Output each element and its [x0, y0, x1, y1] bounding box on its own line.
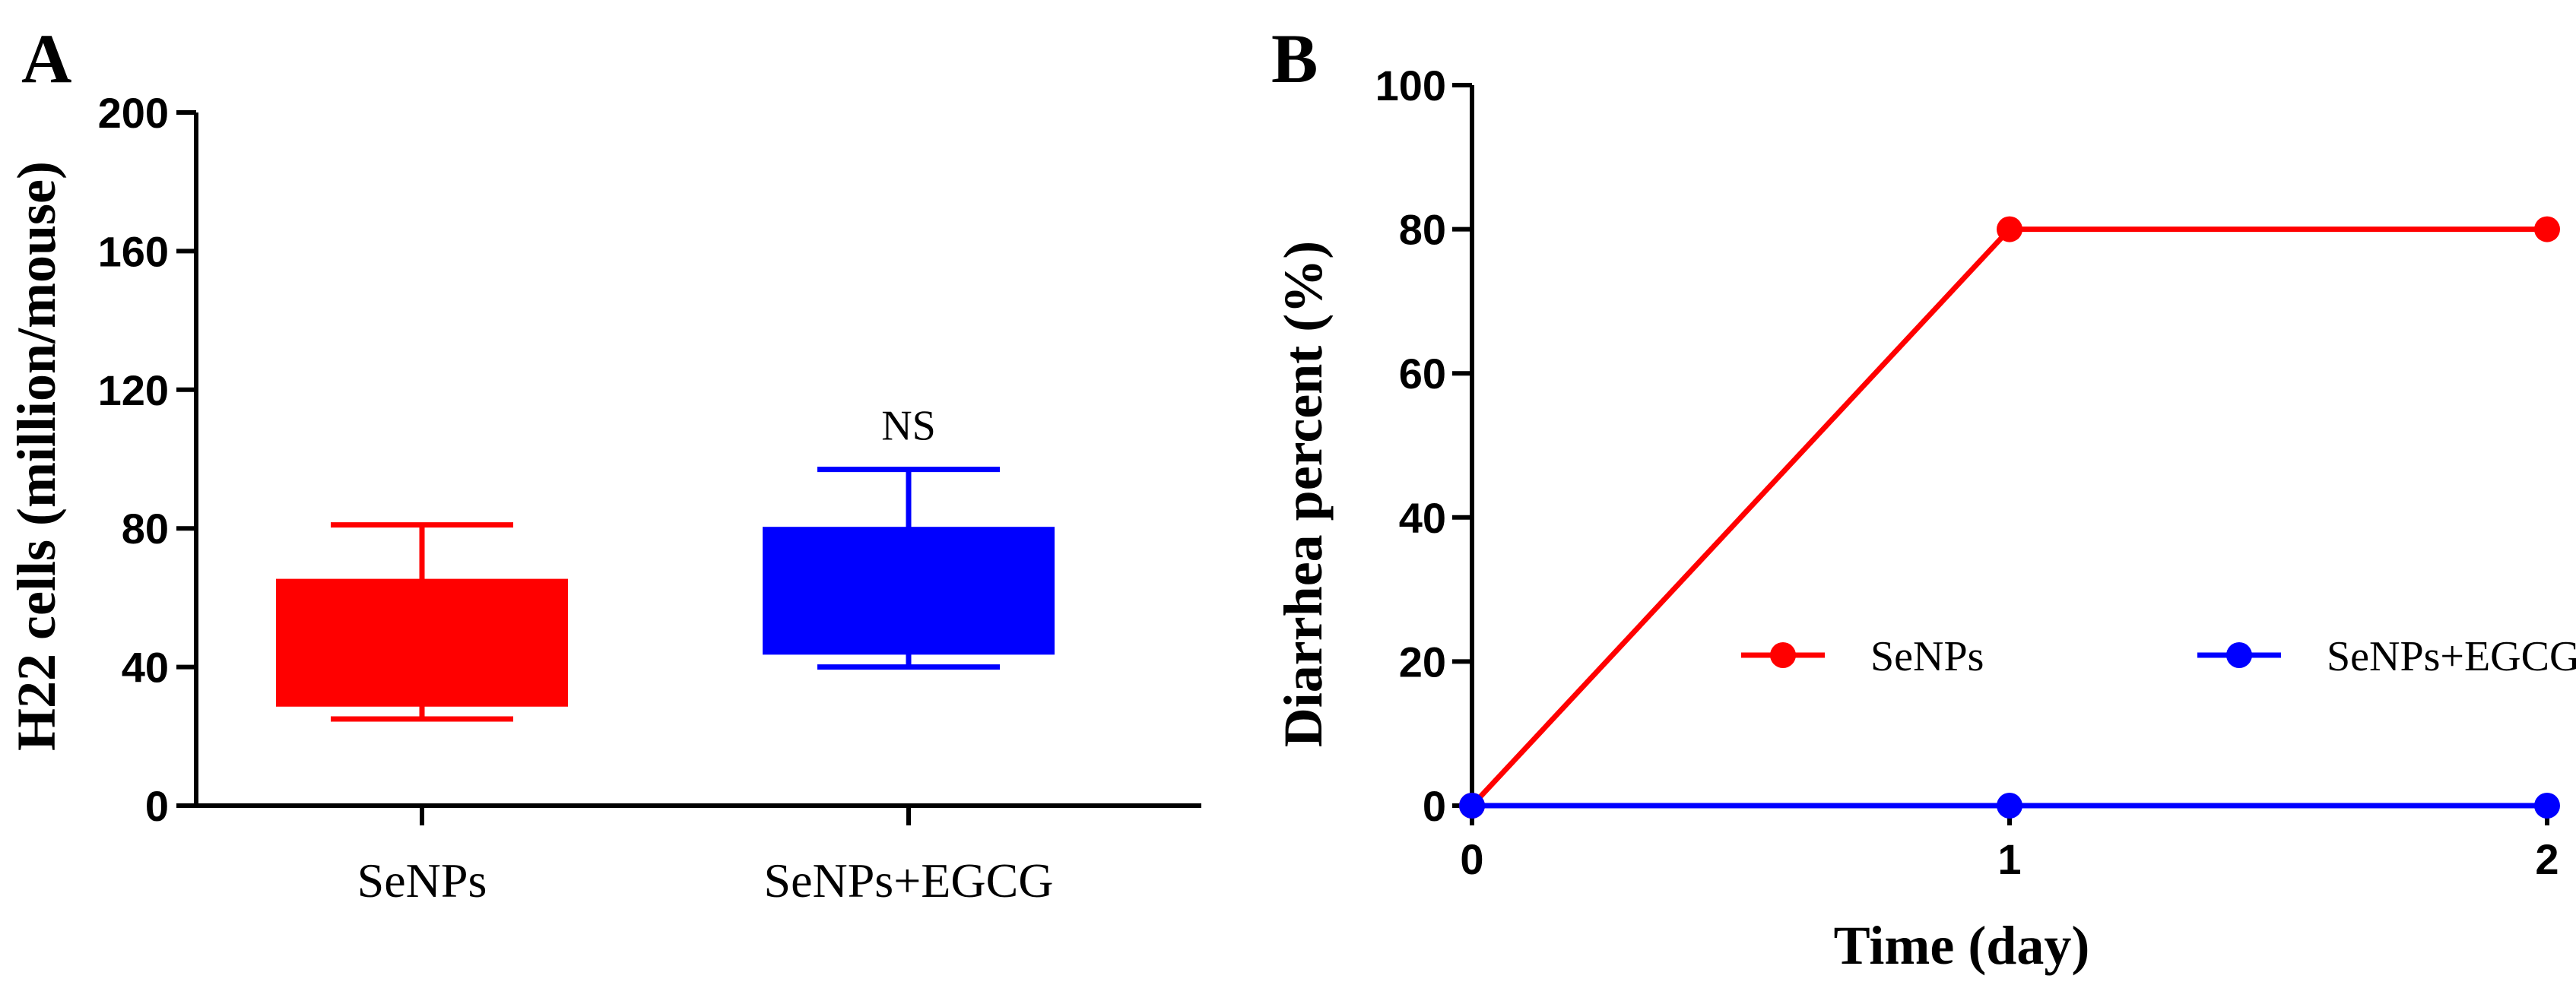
panel-a-y-tick-label: 160	[98, 227, 169, 275]
panel-a-y-tick-label: 40	[122, 644, 169, 692]
panel-b-x-axis-title: Time (day)	[1834, 915, 2090, 976]
panel-a-y-tick-label: 120	[98, 366, 169, 414]
panel-b-x-tick-label: 1	[1997, 835, 2021, 883]
panel-b-y-tick-label: 0	[1423, 782, 1446, 830]
panel-b-y-axis-title: Diarrhea percent (%)	[1273, 241, 1334, 747]
panel-b-y-tick-label: 80	[1399, 206, 1446, 254]
panel-b-series-senps-egcg	[1459, 793, 2560, 819]
panel-b-series-line	[1470, 226, 2547, 808]
panel-a-y-tick-label: 0	[145, 782, 169, 830]
panel-b-y-tick-label: 60	[1399, 350, 1446, 397]
panel-a-box-senps	[276, 522, 568, 722]
panel-b-data-point	[1997, 216, 2022, 242]
panel-a-y-axis-title: H22 cells (million/mouse)	[6, 161, 67, 751]
panel-b-legend-item: SeNPs	[1741, 633, 1984, 680]
panel-b-data-point	[2534, 216, 2560, 242]
panel-a-y-tick-label: 200	[98, 89, 169, 137]
box-iqr	[276, 578, 568, 707]
panel-a-significance-annotation: NS	[881, 402, 936, 449]
panel-b-x-tick-label: 2	[2535, 835, 2559, 883]
panel-a-box-senps-egcg	[763, 467, 1055, 670]
panel-b-y-tick-label: 20	[1399, 638, 1446, 686]
panel-a-box-chart: A H22 cells (million/mouse) 0 40 80 120 160 2…	[6, 20, 1201, 907]
panel-b-series-senps	[1459, 216, 2560, 819]
panel-b-x-tick-label: 0	[1460, 835, 1483, 883]
panel-a-label: A	[21, 20, 71, 97]
panel-a-x-category-label: SeNPs+EGCG	[763, 854, 1053, 907]
legend-label: SeNPs+EGCG	[2327, 633, 2576, 680]
panel-b-data-point	[1997, 793, 2022, 819]
legend-label: SeNPs	[1870, 633, 1984, 680]
panel-b-legend-item: SeNPs+EGCG	[2197, 633, 2576, 680]
panel-b-y-tick-label: 40	[1399, 494, 1446, 542]
legend-swatch-marker	[1770, 642, 1796, 668]
panel-b-y-tick-label: 100	[1375, 62, 1446, 109]
panel-a-y-tick-label: 80	[122, 505, 169, 553]
legend-swatch-marker	[2226, 642, 2252, 668]
panel-b-data-point	[2534, 793, 2560, 819]
panel-b-line-chart: B Diarrhea percent (%) Time (day) 020406…	[1271, 20, 2576, 976]
panel-b-data-point	[1459, 793, 1485, 819]
panel-a-x-category-label: SeNPs	[357, 854, 487, 907]
box-iqr	[763, 527, 1055, 655]
panel-b-label: B	[1271, 20, 1318, 97]
